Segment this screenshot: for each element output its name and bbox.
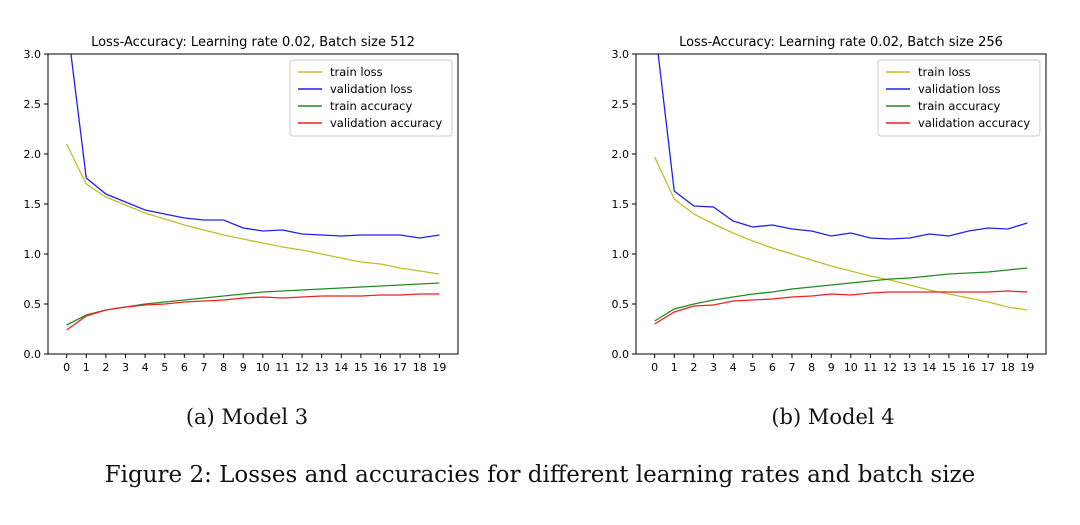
x-tick-label: 18 — [413, 361, 427, 374]
legend-label-train-accuracy: train accuracy — [330, 99, 413, 113]
legend: train loss validation loss train accuracy v… — [877, 59, 1041, 137]
loss-accuracy-chart-model-4: Loss-Accuracy: Learning rate 0.02, Batch… — [612, 35, 1047, 374]
x-tick-label: 13 — [315, 361, 329, 374]
x-tick-label: 7 — [788, 361, 795, 374]
x-tick-label: 11 — [275, 361, 289, 374]
legend: train loss validation loss train accuracy v… — [289, 59, 453, 137]
series-line-train-accuracy — [66, 282, 440, 326]
x-tick-label: 10 — [844, 361, 858, 374]
x-tick-label: 9 — [240, 361, 247, 374]
series-line-train-accuracy — [654, 267, 1028, 322]
y-tick-label: 0.5 — [612, 298, 630, 311]
y-tick-label: 0.5 — [24, 298, 42, 311]
series-line-train-loss — [654, 156, 1028, 311]
x-tick-label: 17 — [981, 361, 995, 374]
y-tick-label: 0.0 — [612, 348, 630, 361]
legend-label-validation-loss: validation loss — [330, 82, 413, 96]
x-tick-label: 0 — [63, 361, 70, 374]
series-line-validation-accuracy — [654, 290, 1028, 325]
legend-label-train-loss: train loss — [918, 65, 971, 79]
y-tick-label: 2.0 — [612, 148, 630, 161]
series-line-validation-accuracy — [66, 293, 440, 331]
x-tick-label: 1 — [671, 361, 678, 374]
x-tick-label: 6 — [769, 361, 776, 374]
x-tick-label: 19 — [1020, 361, 1034, 374]
legend-label-validation-accuracy: validation accuracy — [330, 116, 442, 130]
series-line-validation-loss — [657, 54, 1028, 240]
y-tick-label: 2.5 — [24, 98, 42, 111]
x-tick-label: 19 — [432, 361, 446, 374]
chart-title: Loss-Accuracy: Learning rate 0.02, Batch… — [91, 35, 415, 50]
y-tick-label: 1.0 — [612, 248, 630, 261]
chart-panel-model-4: Loss-Accuracy: Learning rate 0.02, Batch… — [600, 28, 1070, 388]
x-tick-label: 15 — [354, 361, 368, 374]
legend-label-train-accuracy: train accuracy — [918, 99, 1001, 113]
legend-box — [289, 59, 453, 137]
x-tick-label: 0 — [651, 361, 658, 374]
y-tick-label: 1.5 — [612, 198, 630, 211]
x-tick-label: 16 — [962, 361, 976, 374]
x-tick-label: 13 — [903, 361, 917, 374]
x-tick-label: 10 — [256, 361, 270, 374]
y-tick-label: 2.5 — [612, 98, 630, 111]
x-tick-label: 14 — [334, 361, 348, 374]
x-tick-label: 8 — [808, 361, 815, 374]
x-tick-label: 14 — [922, 361, 936, 374]
chart-title: Loss-Accuracy: Learning rate 0.02, Batch… — [679, 35, 1003, 50]
x-tick-label: 12 — [295, 361, 309, 374]
plot-frame — [47, 53, 459, 355]
x-tick-label: 18 — [1001, 361, 1015, 374]
legend-box — [877, 59, 1041, 137]
x-tick-label: 8 — [220, 361, 227, 374]
y-tick-label: 1.5 — [24, 198, 42, 211]
legend-label-validation-loss: validation loss — [918, 82, 1001, 96]
series-line-train-loss — [66, 143, 440, 275]
x-tick-label: 4 — [142, 361, 149, 374]
x-tick-label: 6 — [181, 361, 188, 374]
y-tick-label: 1.0 — [24, 248, 42, 261]
series-line-validation-loss — [70, 54, 440, 239]
figure-caption: Figure 2: Losses and accuracies for diff… — [104, 462, 976, 488]
plot-frame — [635, 53, 1047, 355]
y-tick-label: 0.0 — [24, 348, 42, 361]
x-tick-label: 9 — [828, 361, 835, 374]
x-tick-label: 16 — [374, 361, 388, 374]
loss-accuracy-chart-model-3: Loss-Accuracy: Learning rate 0.02, Batch… — [24, 35, 459, 374]
legend-label-validation-accuracy: validation accuracy — [918, 116, 1030, 130]
x-tick-label: 5 — [749, 361, 756, 374]
x-tick-label: 2 — [102, 361, 109, 374]
x-tick-label: 3 — [122, 361, 129, 374]
x-tick-label: 3 — [710, 361, 717, 374]
x-tick-label: 11 — [863, 361, 877, 374]
x-tick-label: 5 — [161, 361, 168, 374]
legend-label-train-loss: train loss — [330, 65, 383, 79]
x-tick-label: 15 — [942, 361, 956, 374]
x-tick-label: 1 — [83, 361, 90, 374]
y-tick-label: 3.0 — [24, 48, 42, 61]
chart-panel-model-3: Loss-Accuracy: Learning rate 0.02, Batch… — [12, 28, 482, 388]
subcaption-model-4: (b) Model 4 — [771, 405, 895, 429]
x-tick-label: 4 — [730, 361, 737, 374]
y-tick-label: 3.0 — [612, 48, 630, 61]
y-tick-label: 2.0 — [24, 148, 42, 161]
x-tick-label: 17 — [393, 361, 407, 374]
subcaption-model-3: (a) Model 3 — [185, 405, 309, 429]
x-tick-label: 2 — [690, 361, 697, 374]
x-tick-label: 7 — [200, 361, 207, 374]
x-tick-label: 12 — [883, 361, 897, 374]
